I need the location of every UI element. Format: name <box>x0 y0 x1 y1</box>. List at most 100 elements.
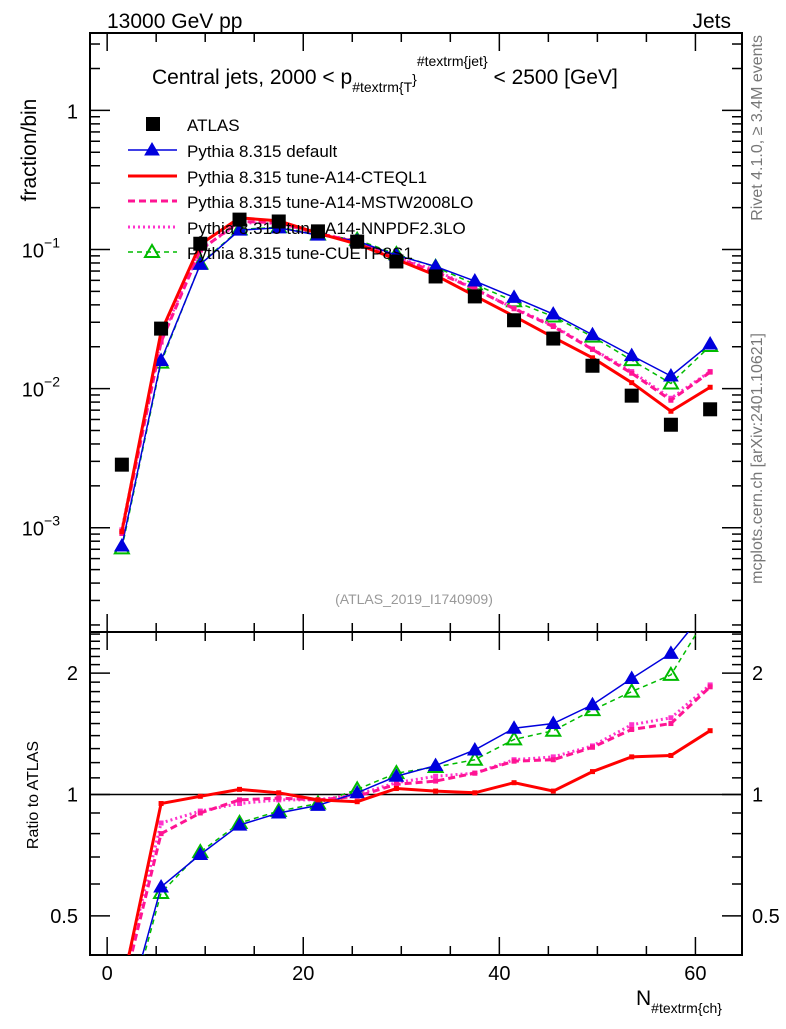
ratio-series-point <box>270 805 287 819</box>
ratio-series-point <box>589 744 595 750</box>
main-series-point <box>119 529 125 535</box>
ratio-series-point <box>668 752 674 758</box>
legend-marker <box>144 142 160 156</box>
legend-label: Pythia 8.315 tune-A14-MSTW2008LO <box>187 193 473 212</box>
ratio-series-point <box>511 780 517 786</box>
main-series-point <box>662 374 680 390</box>
main-series-point <box>589 355 595 361</box>
ratio-series-point <box>707 684 713 690</box>
atlas-data-point <box>703 402 718 417</box>
main-series-point <box>231 222 248 236</box>
main-series-point <box>545 306 562 320</box>
ratio-series-point <box>158 831 164 837</box>
legend-label: ATLAS <box>187 116 240 135</box>
y-tick-label: 10−1 <box>22 235 60 263</box>
ratio-series-point <box>629 754 635 760</box>
ratio-series-point <box>349 784 366 799</box>
main-series-point <box>629 380 635 386</box>
ratio-series-point <box>511 758 517 764</box>
ratio-series-point <box>668 721 674 727</box>
atlas-data-point <box>114 457 129 472</box>
ratio-series-point <box>433 788 439 794</box>
ratio-series-point <box>466 741 483 756</box>
ratio-series-point <box>550 788 556 794</box>
atlas-data-point <box>350 234 365 249</box>
main-series-point <box>466 273 483 287</box>
atlas-data-point <box>467 289 482 304</box>
ratio-series-point <box>550 754 556 760</box>
ratio-series-point <box>276 795 282 801</box>
ratio-series-point <box>707 728 713 734</box>
ratio-series-point <box>237 786 243 792</box>
main-series-point <box>668 397 674 403</box>
main-series-point <box>113 538 130 552</box>
header-right: Jets <box>692 10 731 33</box>
main-series-point <box>707 369 713 375</box>
ratio-series-point <box>237 801 243 807</box>
x-axis-label: N#textrm{ch} <box>636 987 722 1016</box>
main-series-point <box>663 368 679 382</box>
legend-label: Pythia 8.315 tune-A14-NNPDF2.3LO <box>187 219 466 238</box>
atlas-data-point <box>310 224 325 239</box>
ratio-series-point <box>584 696 601 711</box>
main-series-point <box>584 326 601 341</box>
main-series-point <box>707 384 713 390</box>
rivet-label: Rivet 4.1.0, ≥ 3.4M events <box>749 35 766 221</box>
ratio-series-point <box>433 778 439 784</box>
main-series-point <box>506 289 522 303</box>
atlas-data-point <box>624 388 639 403</box>
ratio-tick-label: 2 <box>67 663 78 685</box>
main-series-line <box>121 227 711 547</box>
atlas-data-point <box>193 236 208 251</box>
ratio-series-line <box>129 685 712 955</box>
atlas-data-point <box>546 331 561 346</box>
main-series-point <box>623 347 640 362</box>
ratio-series-point <box>427 757 444 772</box>
atlas-data-point <box>428 269 443 284</box>
ratio-series-point <box>393 781 399 787</box>
x-tick-label: 0 <box>102 963 113 985</box>
ratio-series-point <box>629 722 635 728</box>
ratio-series-point <box>197 810 203 816</box>
ratio-series-point <box>668 715 674 721</box>
ratio-series-point <box>703 604 717 616</box>
legend: ATLAS Pythia 8.315 default Pythia 8.315 tu… <box>128 116 473 263</box>
ratio-series-point <box>544 721 563 737</box>
chart-title: Central jets, 2000 < p#textrm{T}#textrm{… <box>152 53 618 95</box>
ratio-series-point <box>231 817 248 831</box>
main-series-point <box>472 286 478 292</box>
ratio-series-point <box>354 799 360 805</box>
main-series-point <box>158 339 164 345</box>
main-marks <box>113 212 719 555</box>
main-series-point <box>550 324 556 330</box>
y-tick-label: 10−2 <box>22 374 60 402</box>
ratio-series-point <box>433 773 439 779</box>
ratio-series-line <box>127 729 711 955</box>
ratio-series-point <box>153 878 169 893</box>
ratio-series-point <box>703 598 717 610</box>
ratio-series-point <box>119 986 124 991</box>
ratio-series-point <box>472 790 478 796</box>
ratio-series-point <box>505 730 523 746</box>
main-series-point <box>629 370 635 376</box>
axes: 0 20 40 60 10−3 10−2 10−1 1 0.5 0.5 1 1 2 2 <box>22 33 780 985</box>
x-tick-label: 20 <box>292 963 314 985</box>
atlas-data-point <box>663 417 678 432</box>
main-series-point <box>153 352 169 366</box>
main-series-point <box>702 335 719 350</box>
main-series-line <box>120 216 711 532</box>
ratio-series-line <box>141 632 690 955</box>
ratio-series-point <box>158 820 164 826</box>
atlas-data-point <box>585 358 600 373</box>
ratio-series-point <box>315 797 321 803</box>
ratio-tick-label-right: 1 <box>752 785 763 807</box>
ratio-series-point <box>388 768 405 782</box>
ratio-series-point <box>197 793 203 799</box>
ratio-series-point <box>663 645 679 659</box>
legend-label: Pythia 8.315 tune-A14-CTEQL1 <box>187 168 427 187</box>
legend-marker-atlas <box>146 117 160 131</box>
ratio-series-point <box>662 665 680 681</box>
ratio-series-point <box>310 797 326 811</box>
main-series-point <box>589 346 595 352</box>
ratio-series-point <box>466 750 484 766</box>
